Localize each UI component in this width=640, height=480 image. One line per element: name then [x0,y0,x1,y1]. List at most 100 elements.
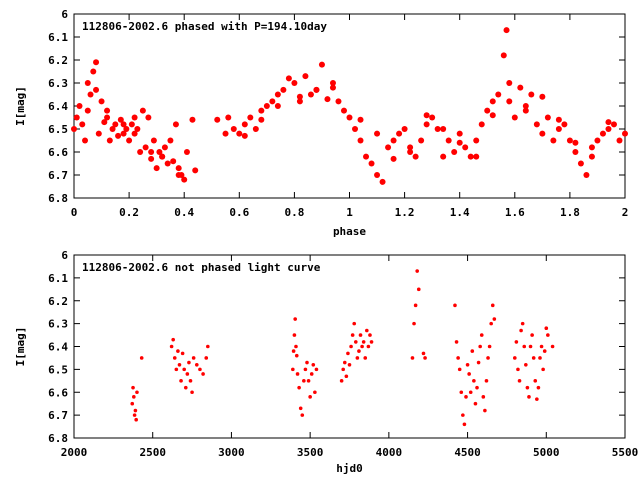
unphased-x-tick-label: 3000 [218,446,245,459]
unphased-data-point [361,340,366,344]
unphased-data-point [350,333,355,337]
phased-data-point [274,91,281,98]
phased-data-point [142,144,149,151]
unphased-data-point [313,390,317,395]
unphased-data-point [182,367,186,372]
unphased-data-point [492,317,497,321]
phased-y-tick-label: 6.2 [48,54,68,67]
unphased-y-tick-label: 6 [61,249,68,262]
unphased-data-point [191,356,196,360]
unphased-data-point [519,328,523,333]
phased-data-point [423,121,430,128]
unphased-data-point [308,395,312,399]
phased-data-point [104,107,111,114]
phased-data-point [222,130,229,137]
phased-data-point [407,149,414,155]
phased-data-point [462,144,469,151]
unphased-data-point [292,333,297,337]
phased-data-point [357,116,364,123]
unphased-data-point [201,372,205,376]
phased-x-tick-label: 1.6 [505,206,525,219]
phased-data-point [550,137,557,144]
phased-data-point [583,172,590,178]
unphased-data-point [533,379,538,383]
phased-data-point [503,27,510,34]
phased-data-point [390,137,397,144]
unphased-data-point [347,363,352,367]
unphased-data-point [535,397,539,401]
phased-data-point [302,73,309,80]
unphased-data-point [416,287,421,292]
unphased-data-point [198,367,202,372]
phased-data-point [291,80,298,86]
phased-data-point [189,116,196,123]
phased-data-point [390,155,397,162]
unphased-data-point [134,417,138,422]
phased-data-point [572,149,579,155]
unphased-data-point [465,363,470,367]
unphased-y-tick-label: 6.5 [48,363,68,376]
phased-y-axis-label: I[mag] [14,86,27,126]
phased-data-point [148,149,155,155]
unphased-data-point [542,349,547,353]
phased-data-point [473,137,480,144]
unphased-data-point [305,360,309,365]
phased-data-point [544,114,551,121]
phased-data-point [329,80,336,86]
phased-data-point [148,155,155,162]
phased-data-point [478,121,485,128]
phased-data-point [172,121,179,128]
phased-data-point [73,114,80,121]
phased-data-point [134,126,141,132]
unphased-data-point [467,372,471,376]
phased-y-tick-label: 6.5 [48,123,68,136]
unphased-data-point [179,379,183,383]
phased-y-tick-label: 6.1 [48,31,68,44]
phased-data-point [120,121,127,128]
unphased-data-point [517,379,522,383]
phased-data-point [120,130,127,137]
phased-data-point [137,149,144,155]
unphased-x-tick-label: 3500 [297,446,324,459]
phased-data-point [181,176,188,183]
phased-data-point [506,80,513,86]
unphased-data-point [462,422,467,427]
unphased-x-tick-label: 4000 [376,446,403,459]
phased-data-point [241,121,248,128]
phased-data-point [605,126,612,132]
unphased-data-point [369,340,374,344]
phased-data-point [126,137,133,144]
phased-data-point [616,137,623,144]
phased-data-point [451,149,458,155]
unphased-data-point [171,337,175,342]
phased-data-point [170,158,177,165]
phased-y-tick-label: 6.4 [48,100,68,113]
phased-data-point [161,144,168,151]
phased-data-point [539,130,546,137]
phased-data-point [555,116,562,123]
phased-data-point [115,132,122,139]
phased-data-point [522,103,529,109]
unphased-data-point [344,374,349,379]
unphased-data-point [357,349,361,353]
unphased-data-point [342,360,347,365]
unphased-data-point [177,363,182,367]
unphased-data-point [303,367,308,372]
unphased-data-point [489,321,493,326]
phased-data-point [329,84,336,91]
unphased-data-point [513,356,517,360]
unphased-data-point [293,317,297,321]
phased-data-point [241,132,248,139]
phased-y-tick-label: 6.7 [48,169,68,182]
phased-data-point [230,126,237,132]
phased-data-point [566,137,573,144]
unphased-data-point [306,379,311,383]
phased-data-point [374,130,381,137]
phased-data-point [269,98,276,105]
phased-data-point [357,137,364,144]
unphased-data-point [206,344,210,349]
phased-data-point [159,153,166,160]
phased-data-point [192,167,199,174]
unphased-data-point [481,395,486,399]
